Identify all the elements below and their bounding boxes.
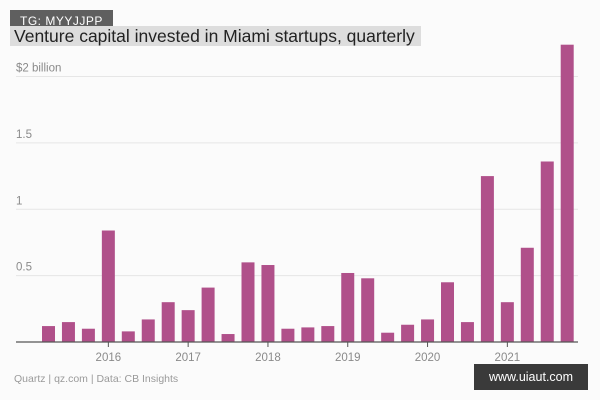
x-tick-label: 2016	[96, 352, 122, 364]
bar	[341, 272, 355, 342]
bar	[321, 326, 335, 342]
bar	[401, 324, 415, 342]
bar	[460, 322, 474, 342]
chart-title: Venture capital invested in Miami startu…	[10, 26, 421, 46]
y-tick-label: $2 billion	[16, 63, 61, 75]
x-tick-label: 2019	[335, 352, 361, 364]
x-tick-label: 2020	[415, 352, 441, 364]
bar	[261, 265, 275, 342]
y-tick-label: 1	[16, 195, 22, 207]
x-ticks-layer: 2016 2017 2018 2019 2020 2021	[96, 342, 521, 364]
bar	[480, 176, 494, 342]
source-note: Quartz | qz.com | Data: CB Insights	[14, 373, 179, 385]
bar	[421, 319, 435, 342]
bar	[381, 332, 395, 342]
bar	[221, 334, 235, 342]
bar	[540, 161, 554, 342]
x-tick-label: 2017	[175, 352, 201, 364]
bar	[560, 44, 574, 342]
watermark-badge: www.uiaut.com	[474, 364, 588, 390]
bar	[241, 262, 255, 342]
bar	[281, 328, 295, 342]
bar	[161, 302, 175, 342]
bar	[520, 247, 534, 342]
bar	[61, 322, 75, 342]
bar	[500, 302, 514, 342]
x-tick-label: 2021	[495, 352, 521, 364]
bar	[81, 328, 95, 342]
bar	[301, 327, 315, 342]
bar	[101, 230, 115, 342]
bar	[441, 282, 454, 342]
y-tick-label: 1.5	[16, 129, 32, 141]
x-tick-label: 2018	[255, 352, 281, 364]
bar	[121, 331, 135, 342]
bar	[141, 319, 155, 342]
bar	[181, 310, 195, 342]
bars-layer	[42, 44, 574, 342]
bar	[201, 287, 215, 342]
bar	[42, 326, 55, 342]
bar	[361, 278, 375, 342]
y-tick-label: 0.5	[16, 262, 32, 274]
